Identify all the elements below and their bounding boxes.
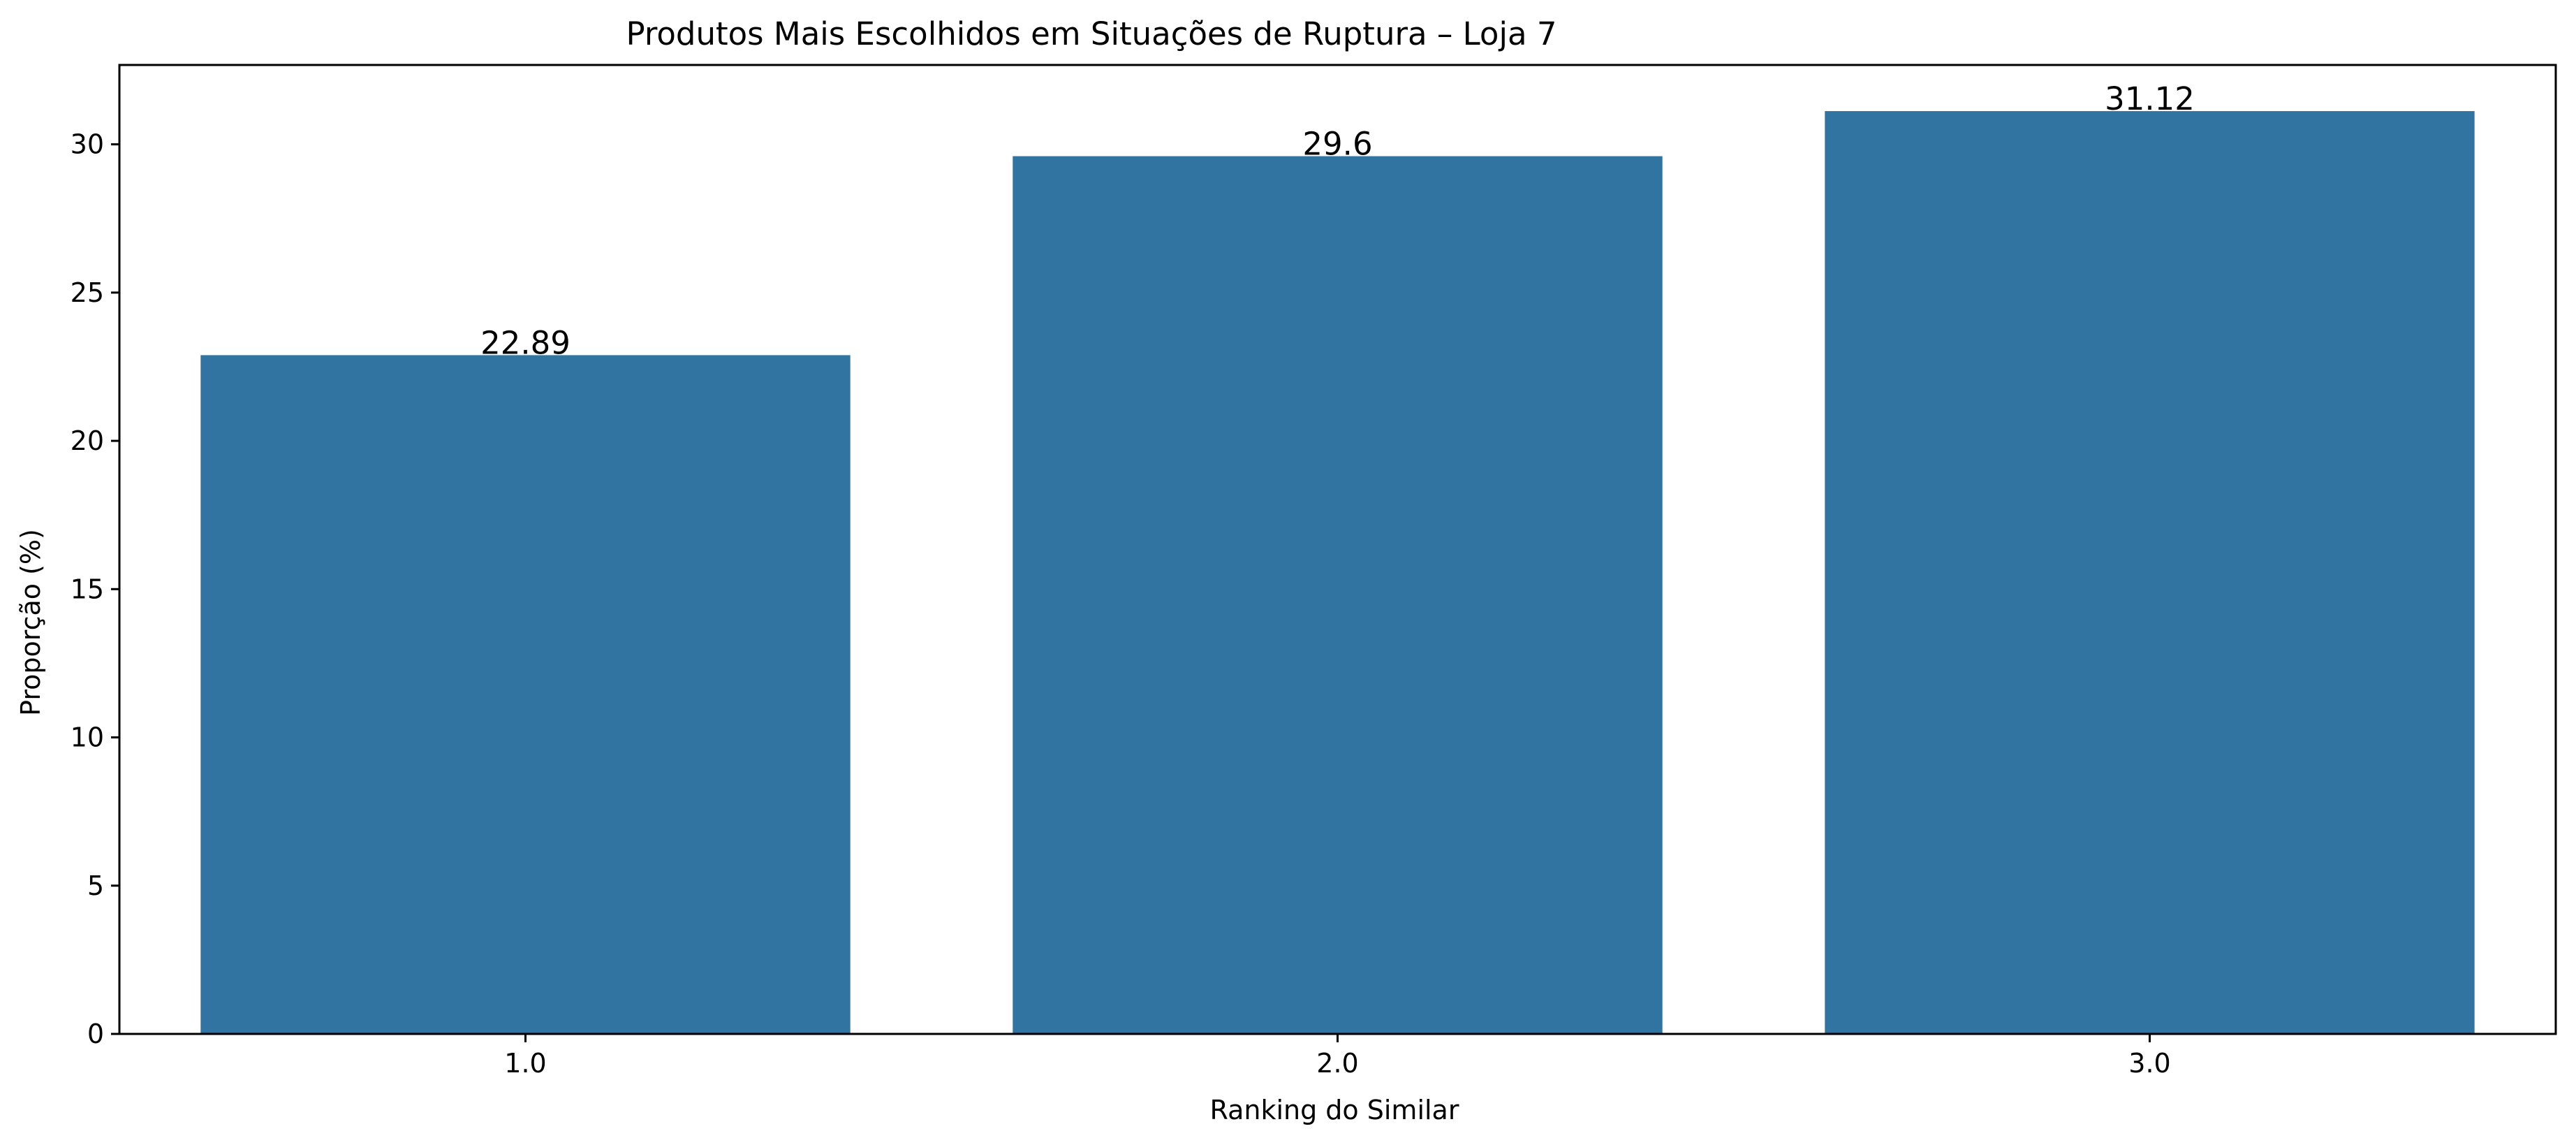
value-label: 31.12	[2105, 80, 2195, 117]
y-tick-label: 25	[71, 277, 104, 308]
chart-title: Produtos Mais Escolhidos em Situações de…	[626, 15, 1557, 52]
y-tick-label: 10	[71, 722, 104, 753]
bar-1.0	[200, 355, 851, 1034]
value-label: 29.6	[1302, 126, 1372, 163]
x-tick-label: 1.0	[504, 1048, 546, 1079]
value-label: 22.89	[480, 324, 571, 361]
bar-2.0	[1013, 156, 1663, 1034]
y-tick-label: 5	[87, 870, 104, 901]
plot-area: 22.89 29.6 31.12 0 5 10 15 20 25 30 1.0 2.0 3.0	[71, 64, 2557, 1079]
x-axis-label: Ranking do Similar	[1210, 1095, 1459, 1125]
x-tick-label: 3.0	[2128, 1048, 2170, 1079]
y-tick-label: 0	[87, 1019, 104, 1049]
y-tick-label: 20	[71, 425, 104, 456]
y-tick-label: 15	[71, 574, 104, 604]
y-tick-label: 30	[71, 129, 104, 160]
x-tick-label: 2.0	[1316, 1048, 1358, 1079]
y-axis-label: Proporção (%)	[15, 529, 46, 716]
bar-3.0	[1825, 111, 2475, 1035]
